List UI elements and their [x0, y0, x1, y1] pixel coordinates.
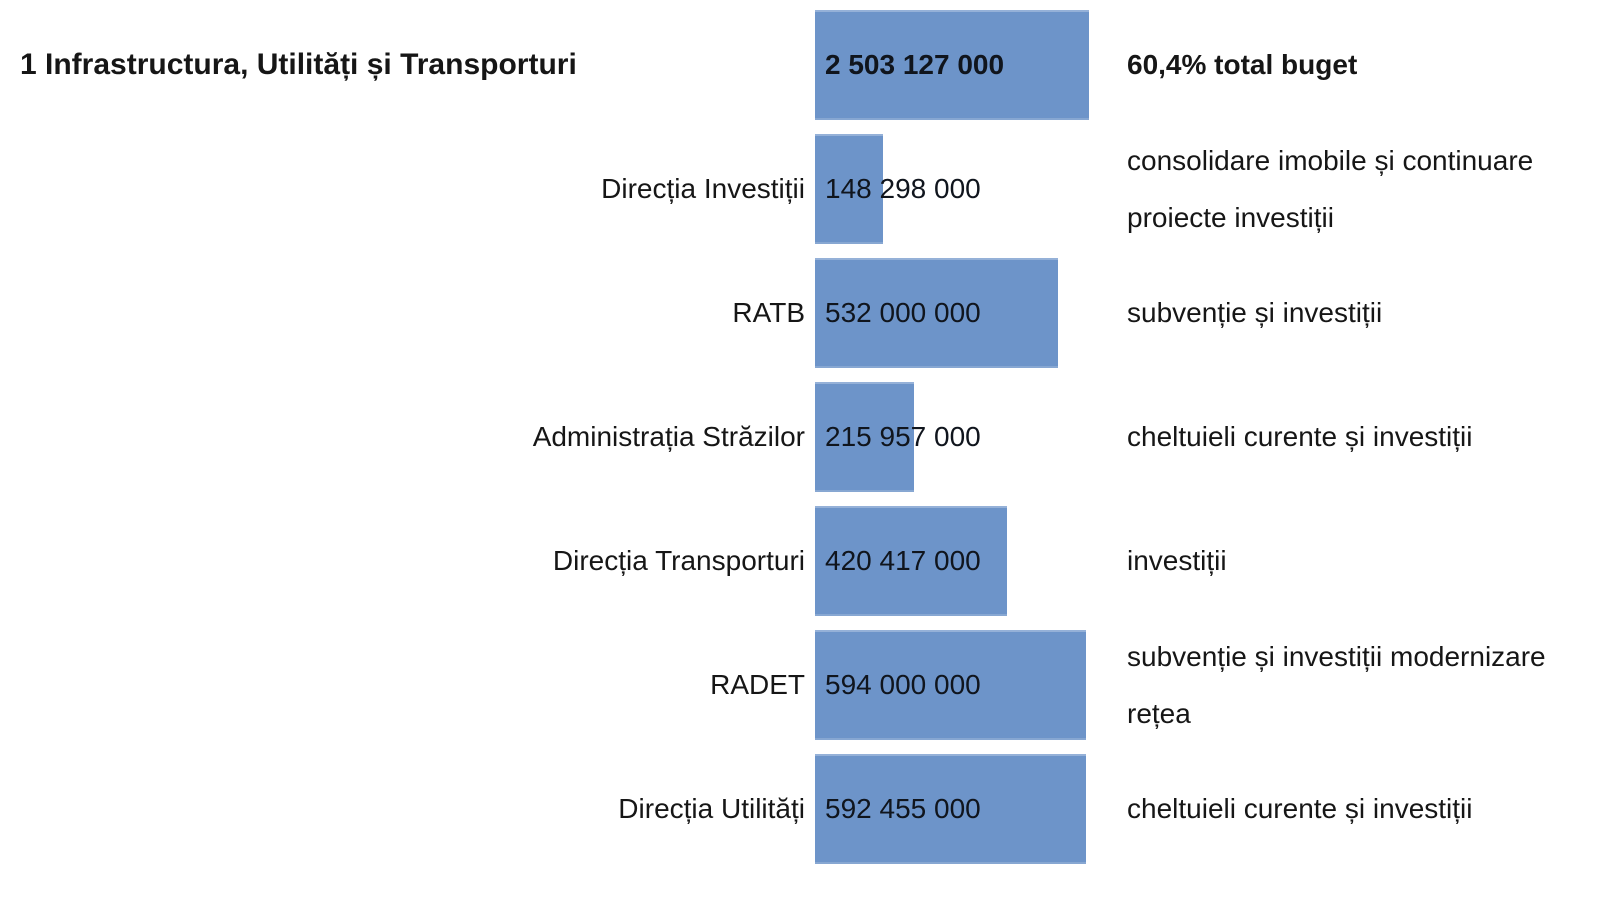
bar-area: 148 298 000 — [815, 134, 1089, 244]
chart-row: RADET 594 000 000 subvenție și investiți… — [0, 630, 1600, 740]
bar-value: 2 503 127 000 — [825, 49, 1005, 80]
chart-row-total: 1 Infrastructura, Utilități și Transport… — [0, 10, 1600, 120]
bar-area: 215 957 000 — [815, 382, 1089, 492]
bar-value: 215 957 000 — [825, 421, 981, 452]
bar-note: subvenție și investiții — [1127, 297, 1383, 329]
bar-note: subvenție și investiții modernizare rețe… — [1127, 640, 1546, 729]
chart-row: Administrația Străzilor 215 957 000 chel… — [0, 382, 1600, 492]
row-label: Administrația Străzilor — [532, 421, 805, 453]
bar-area: 532 000 000 — [815, 258, 1089, 368]
bar-note: cheltuieli curente și investiții — [1127, 421, 1473, 453]
bar — [815, 134, 883, 244]
bar-note: cheltuieli curente și investiții — [1127, 793, 1473, 825]
row-label: RADET — [710, 669, 805, 701]
bar-area: 2 503 127 000 — [815, 10, 1089, 120]
bar — [815, 630, 1087, 740]
row-label: Direcția Investiții — [601, 173, 805, 205]
bar-value: 420 417 000 — [825, 545, 981, 576]
bar-value: 594 000 000 — [825, 669, 981, 700]
bar-value: 532 000 000 — [825, 297, 981, 328]
row-label: RATB — [732, 297, 805, 329]
bar-note: investiții — [1127, 545, 1227, 577]
bar-value: 148 298 000 — [825, 173, 981, 204]
budget-bar-chart: 1 Infrastructura, Utilități și Transport… — [0, 10, 1600, 878]
bar — [815, 382, 914, 492]
row-label: Direcția Transporturi — [552, 545, 805, 577]
bar — [815, 506, 1007, 616]
chart-row: RATB 532 000 000 subvenție și investiții — [0, 258, 1600, 368]
bar-area: 592 455 000 — [815, 754, 1089, 864]
chart-row: Direcția Investiții 148 298 000 consolid… — [0, 134, 1600, 244]
chart-title: 1 Infrastructura, Utilități și Transport… — [20, 48, 577, 81]
bar-area: 594 000 000 — [815, 630, 1089, 740]
bar — [815, 754, 1086, 864]
row-label: Direcția Utilități — [618, 793, 805, 825]
chart-row: Direcția Transporturi 420 417 000 invest… — [0, 506, 1600, 616]
bar-note: 60,4% total buget — [1127, 49, 1358, 81]
bar-note: consolidare imobile și continuare proiec… — [1127, 144, 1534, 233]
bar-value: 592 455 000 — [825, 793, 981, 824]
chart-row: Direcția Utilități 592 455 000 cheltuiel… — [0, 754, 1600, 864]
bar-total — [815, 10, 1089, 120]
bar — [815, 258, 1058, 368]
bar-area: 420 417 000 — [815, 506, 1089, 616]
